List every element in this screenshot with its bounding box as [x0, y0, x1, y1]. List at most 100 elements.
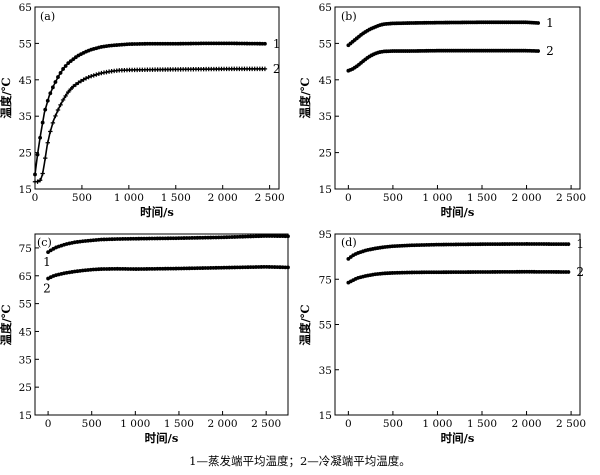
data-point — [272, 265, 277, 269]
series-label: 1 — [43, 255, 51, 269]
data-point — [198, 235, 202, 240]
data-point — [158, 236, 162, 241]
data-point — [94, 72, 99, 77]
series-label: 2 — [273, 62, 281, 76]
y-tick-label: 25 — [19, 382, 32, 394]
x-tick-label: 1 000 — [114, 192, 144, 204]
data-point — [248, 265, 253, 270]
x-axis-label: 时间/s — [441, 431, 475, 445]
data-point — [240, 234, 245, 239]
data-point — [179, 236, 184, 241]
data-point — [227, 265, 232, 270]
data-point — [58, 102, 63, 108]
data-point — [142, 236, 146, 241]
data-point — [50, 120, 56, 126]
series-markers-d-2 — [346, 269, 571, 285]
data-point — [147, 236, 152, 241]
data-point — [139, 236, 144, 241]
series-label: 2 — [546, 44, 554, 58]
data-point — [214, 265, 218, 270]
x-tick-label: 1 500 — [161, 192, 191, 204]
data-point — [38, 135, 43, 140]
data-point — [267, 265, 272, 269]
x-tick-label: 2 000 — [208, 192, 238, 204]
data-point — [264, 234, 269, 238]
series-markers-a-1 — [33, 41, 267, 177]
series-label: 2 — [43, 282, 51, 296]
data-point — [246, 234, 250, 239]
data-point — [270, 234, 274, 238]
data-point — [131, 267, 136, 271]
y-tick-label: 35 — [19, 111, 32, 123]
data-point — [136, 267, 141, 271]
data-point — [198, 266, 202, 271]
data-point — [192, 266, 197, 271]
series-markers-c-1 — [46, 234, 290, 255]
x-tick-label: 2 500 — [556, 192, 586, 204]
series-label: 1 — [546, 16, 554, 30]
data-point — [48, 91, 53, 96]
data-point — [123, 236, 128, 241]
x-tick-label: 2 500 — [251, 418, 281, 430]
data-point — [168, 236, 173, 241]
data-point — [163, 236, 168, 241]
data-point — [227, 235, 232, 240]
x-tick-label: 2 000 — [208, 418, 238, 430]
data-point — [243, 265, 248, 270]
data-point — [158, 266, 162, 271]
data-point — [160, 266, 165, 271]
data-point — [195, 266, 200, 271]
series-line-a-2 — [35, 68, 265, 183]
series-label: 1 — [273, 37, 281, 51]
data-point — [110, 267, 114, 271]
x-tick-label: 2 000 — [512, 192, 542, 204]
data-point — [275, 265, 280, 270]
data-point — [211, 235, 216, 240]
data-point — [176, 266, 181, 271]
data-point — [246, 265, 250, 270]
x-tick-label: 1 000 — [120, 418, 150, 430]
x-axis-label: 时间/s — [140, 205, 174, 219]
data-point — [219, 265, 224, 270]
x-tick-label: 1 500 — [467, 418, 497, 430]
y-tick-label: 55 — [19, 38, 32, 50]
x-tick-label: 500 — [383, 192, 403, 204]
data-point — [251, 265, 256, 270]
data-point — [224, 265, 229, 270]
y-tick-label: 25 — [19, 148, 32, 160]
data-point — [280, 234, 285, 239]
plot-frame-d — [334, 233, 581, 416]
data-point — [283, 234, 288, 239]
data-point — [272, 234, 277, 238]
data-point — [240, 265, 245, 270]
data-point — [66, 61, 71, 66]
data-point — [60, 97, 66, 103]
data-point — [222, 265, 226, 270]
data-point — [81, 77, 86, 82]
data-point — [115, 237, 120, 241]
data-point — [230, 235, 234, 239]
data-point — [566, 270, 571, 274]
data-point — [200, 266, 205, 270]
data-point — [232, 265, 237, 270]
data-point — [208, 235, 213, 240]
data-point — [126, 236, 130, 241]
series-markers-d-1 — [346, 242, 571, 261]
data-point — [168, 266, 173, 271]
data-point — [182, 236, 186, 240]
data-point — [190, 236, 194, 240]
data-point — [179, 266, 184, 271]
data-point — [104, 267, 109, 271]
x-tick-label: 500 — [72, 192, 92, 204]
data-point — [150, 266, 154, 271]
data-point — [163, 266, 168, 271]
data-point — [192, 235, 197, 240]
data-point — [206, 235, 210, 240]
data-point — [152, 236, 157, 241]
data-point — [37, 178, 43, 183]
data-point — [208, 266, 213, 270]
data-point — [43, 107, 48, 112]
data-point — [566, 242, 571, 247]
y-tick-label: 95 — [319, 229, 332, 241]
data-point — [254, 265, 258, 269]
